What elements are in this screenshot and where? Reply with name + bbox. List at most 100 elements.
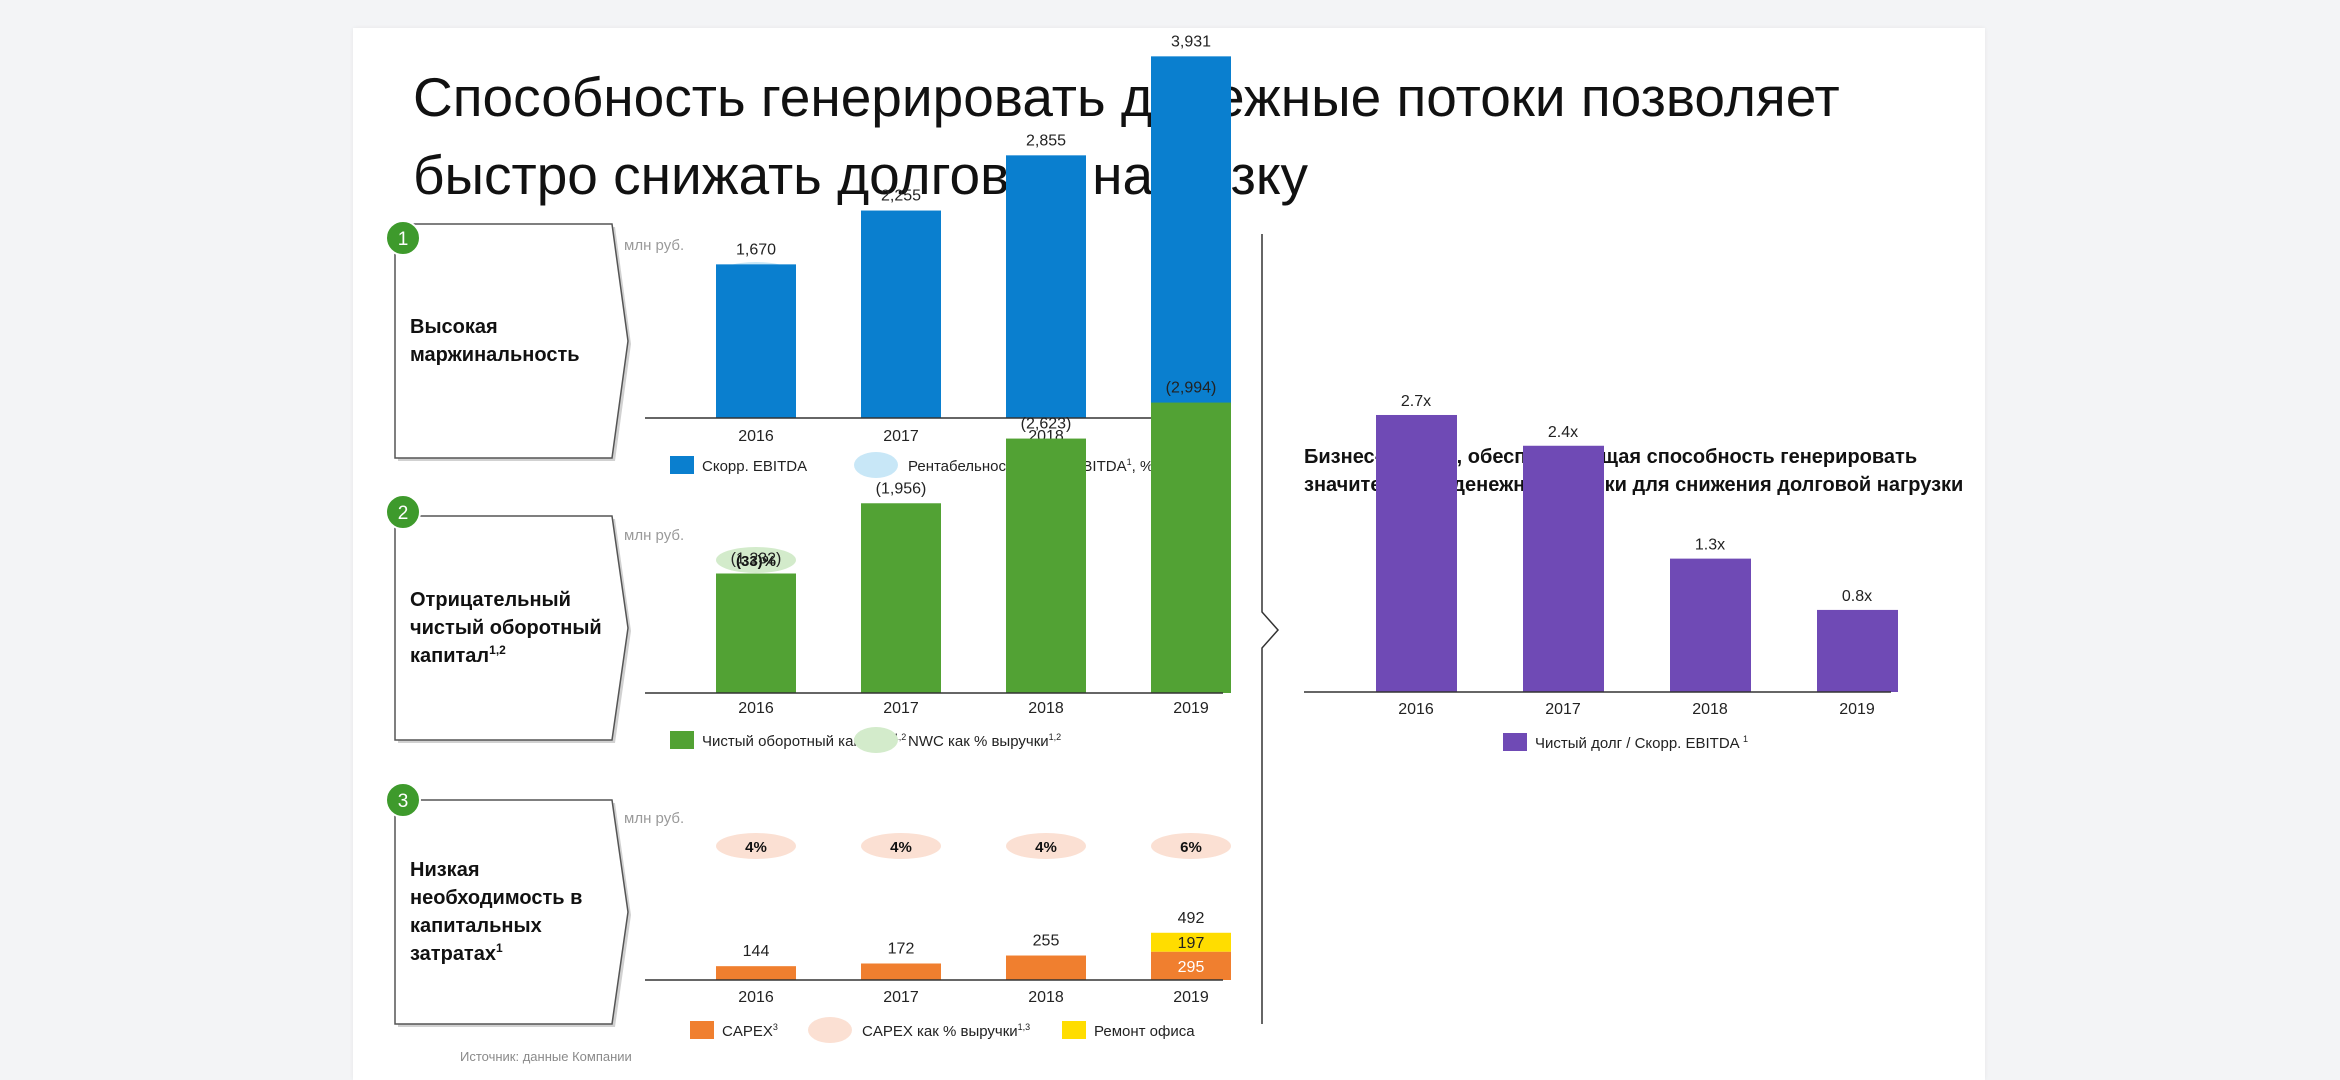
segment-label: 295 — [1178, 959, 1205, 976]
bar-2018 — [1006, 955, 1086, 980]
panel-label: Низкая — [410, 859, 479, 881]
bar-2017 — [861, 503, 941, 693]
bar-2019 — [1151, 56, 1231, 419]
value-label: 1,670 — [736, 241, 776, 258]
bar-stack-2019 — [1151, 932, 1231, 952]
category-label: 2018 — [1692, 701, 1728, 718]
segment-label: 197 — [1178, 935, 1205, 952]
panel-label: маржинальность — [410, 344, 580, 366]
bar-2018 — [1670, 558, 1751, 692]
category-label: 2017 — [1545, 701, 1581, 718]
category-label: 2018 — [1028, 989, 1064, 1006]
panel-label: капитальных — [410, 915, 542, 937]
category-label: 2019 — [1173, 700, 1209, 717]
section-divider — [1261, 234, 1280, 1024]
legend-label: CAPEX3 — [722, 1022, 778, 1040]
legend-label: CAPEX как % выручки1,3 — [862, 1022, 1030, 1040]
bar-2018 — [1006, 438, 1086, 693]
value-label: 2,255 — [881, 188, 921, 205]
legend-swatch — [690, 1021, 714, 1039]
value-label: 2.7x — [1401, 393, 1431, 410]
legend-label: Чистый оборотный капитал1,2 — [702, 732, 906, 750]
value-label: 255 — [1033, 933, 1060, 950]
value-label: (1,956) — [876, 480, 927, 497]
badge-number: 2 — [398, 503, 409, 524]
category-label: 2019 — [1173, 989, 1209, 1006]
category-label: 2017 — [883, 989, 919, 1006]
legend-swatch — [670, 731, 694, 749]
legend-swatch — [670, 456, 694, 474]
badge-circle — [385, 782, 421, 818]
value-label: (2,994) — [1166, 380, 1217, 397]
legend-swatch — [1062, 1021, 1086, 1039]
category-label: 2016 — [738, 700, 774, 717]
unit-label: млн руб. — [624, 810, 684, 827]
category-label: 2016 — [738, 428, 774, 445]
panel-margin — [394, 223, 629, 459]
pill-2018 — [1006, 833, 1086, 859]
legend-swatch — [1503, 733, 1527, 751]
bar-2016 — [716, 264, 796, 418]
bar-2017 — [1523, 445, 1604, 692]
badge-circle — [385, 494, 421, 530]
badge-number: 3 — [398, 791, 409, 812]
source-note: Источник: данные Компании — [460, 1049, 632, 1064]
legend-swatch — [854, 452, 898, 478]
category-label: 2017 — [883, 428, 919, 445]
panel-label: капитал1,2 — [410, 643, 506, 667]
badge-circle — [385, 220, 421, 256]
right-chart-title: значительные денежные потоки для снижени… — [1304, 474, 1963, 496]
category-label: 2016 — [1398, 701, 1434, 718]
pill-label: (33)% — [736, 553, 776, 570]
legend-label: Скорр. EBITDA — [702, 458, 807, 475]
legend-label: Ремонт офиса — [1094, 1023, 1195, 1040]
badge-number: 1 — [398, 229, 409, 250]
bar-2017 — [861, 210, 941, 418]
pill-label: 6% — [1180, 839, 1202, 856]
value-label: 1.3x — [1695, 537, 1725, 554]
value-label: 492 — [1178, 910, 1205, 927]
panel-label: необходимость в — [410, 887, 582, 909]
value-label: 3,931 — [1171, 33, 1211, 50]
category-label: 2019 — [1839, 701, 1875, 718]
category-label: 2016 — [738, 989, 774, 1006]
value-label: (1,232) — [731, 550, 782, 567]
value-label: 0.8x — [1842, 588, 1872, 605]
panel-label: чистый оборотный — [410, 617, 602, 639]
right-chart-title: Бизнес-модель, обеспечивающая способност… — [1304, 446, 1917, 468]
category-label: 2018 — [1028, 700, 1064, 717]
legend-swatch — [854, 727, 898, 753]
pill-2019 — [1151, 833, 1231, 859]
pill-label: 4% — [890, 839, 912, 856]
value-label: 2.4x — [1548, 424, 1578, 441]
value-label: 172 — [888, 940, 915, 957]
bar-2016 — [716, 966, 796, 980]
panel-label: Высокая — [410, 316, 498, 338]
category-label: 2017 — [883, 700, 919, 717]
bar-2017 — [861, 963, 941, 980]
legend-swatch — [808, 1017, 852, 1043]
panel-capex — [394, 799, 629, 1025]
legend-label: Чистый долг / Скорр. EBITDA 1 — [1535, 734, 1748, 752]
legend-label: NWC как % выручки1,2 — [908, 732, 1061, 750]
value-label: (2,623) — [1021, 416, 1072, 433]
panel-label: Отрицательный — [410, 589, 571, 611]
value-label: 144 — [743, 943, 770, 960]
pill-2016 — [716, 833, 796, 859]
bar-2019 — [1151, 951, 1231, 980]
page-title-line-1: Способность генерировать денежные потоки… — [413, 66, 1840, 128]
pill-label: 4% — [1035, 839, 1057, 856]
panel-label: затратах1 — [410, 941, 503, 965]
panel-nwc — [394, 515, 629, 741]
value-label: 2,855 — [1026, 132, 1066, 149]
bar-2018 — [1006, 155, 1086, 418]
unit-label: млн руб. — [624, 527, 684, 544]
bar-2019 — [1151, 402, 1231, 693]
unit-label: млн руб. — [624, 237, 684, 254]
pill-2017 — [861, 833, 941, 859]
pill-2016 — [716, 547, 796, 573]
bar-2016 — [716, 573, 796, 693]
pill-label: 4% — [745, 839, 767, 856]
bar-2019 — [1817, 609, 1898, 692]
